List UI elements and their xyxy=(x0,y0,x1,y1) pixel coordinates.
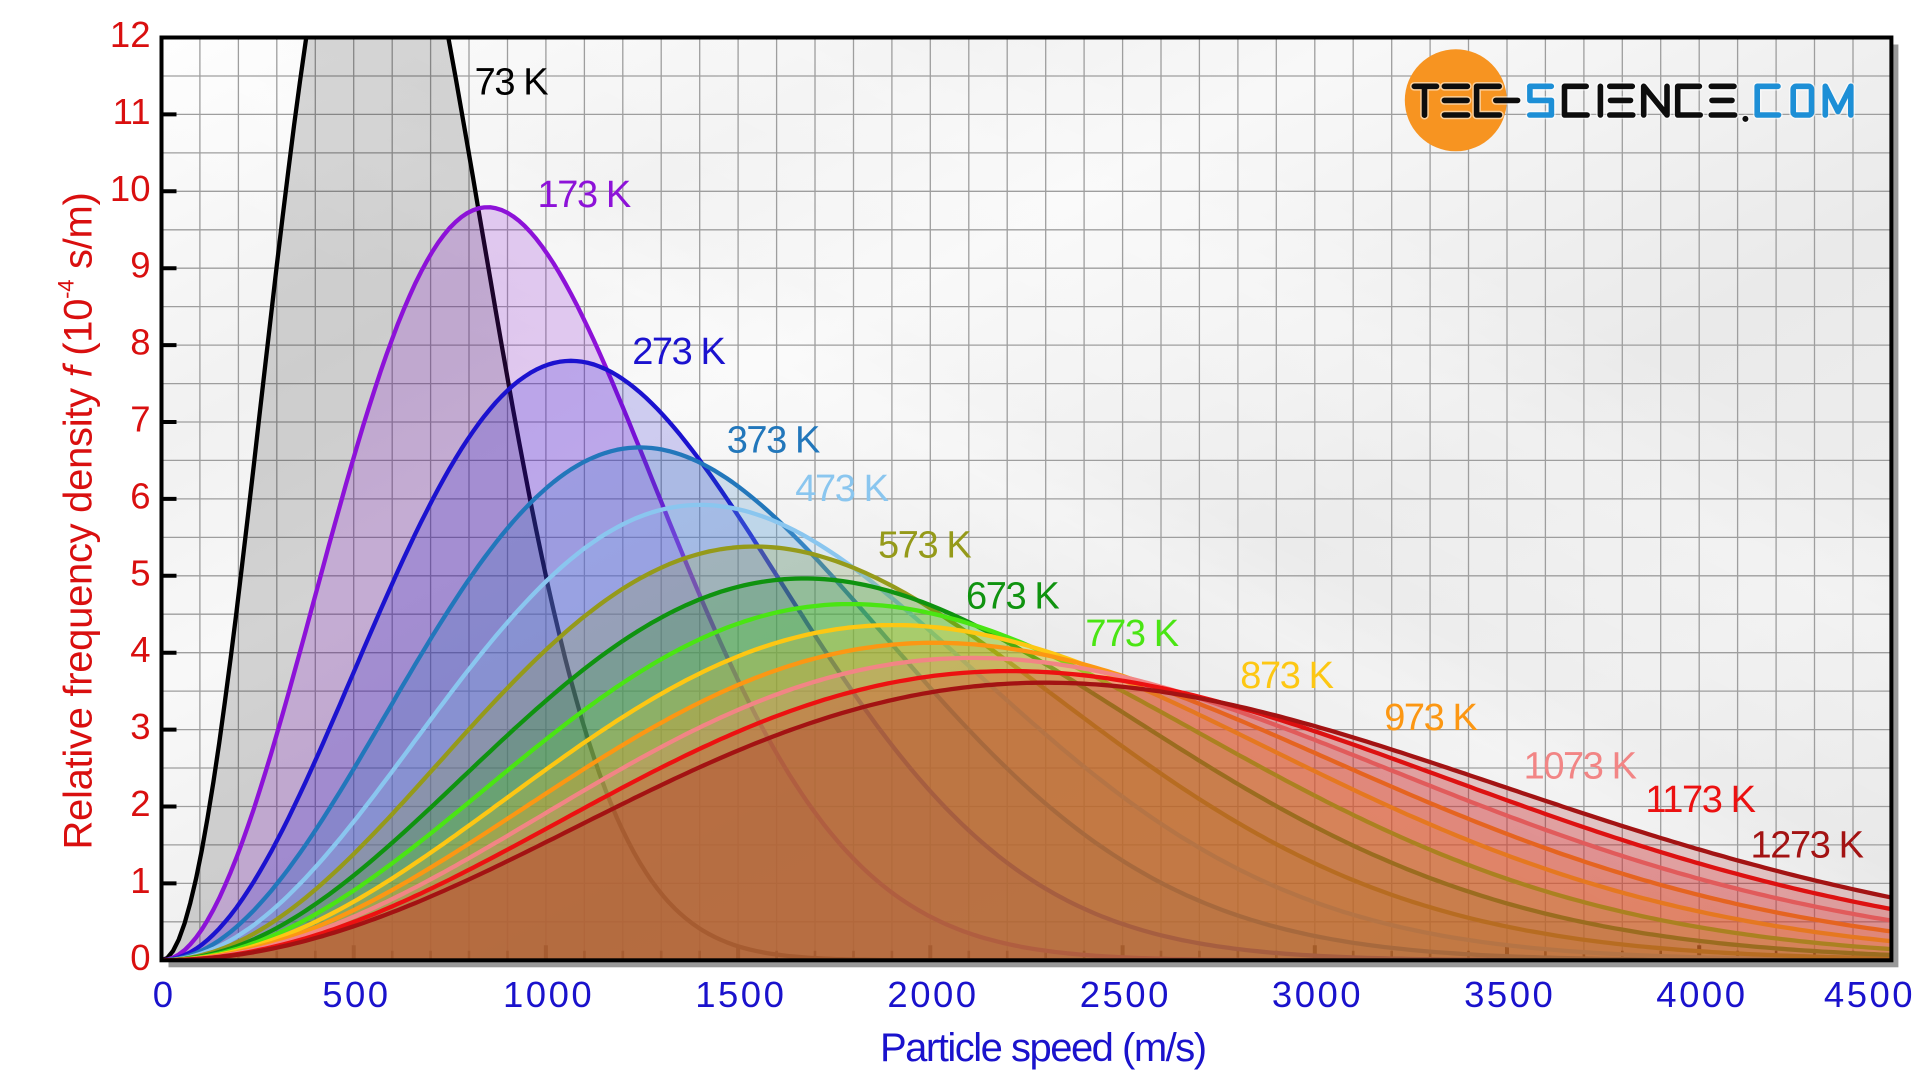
svg-text:1500: 1500 xyxy=(695,974,786,1015)
svg-text:873 K: 873 K xyxy=(1240,655,1333,697)
svg-text:373 K: 373 K xyxy=(727,420,820,462)
svg-text:0: 0 xyxy=(153,974,176,1015)
svg-text:6: 6 xyxy=(130,475,150,516)
svg-text:273 K: 273 K xyxy=(632,331,725,373)
svg-text:73 K: 73 K xyxy=(475,62,549,104)
svg-text:4500: 4500 xyxy=(1824,974,1915,1015)
svg-text:1000: 1000 xyxy=(503,974,594,1015)
svg-text:3000: 3000 xyxy=(1272,974,1363,1015)
svg-text:11: 11 xyxy=(113,91,151,132)
svg-text:3500: 3500 xyxy=(1464,974,1555,1015)
svg-text:12: 12 xyxy=(110,14,151,55)
svg-text:1073 K: 1073 K xyxy=(1524,746,1637,788)
svg-text:1273 K: 1273 K xyxy=(1751,824,1864,866)
svg-text:7: 7 xyxy=(130,399,150,440)
svg-text:473 K: 473 K xyxy=(795,468,888,510)
svg-text:3: 3 xyxy=(130,706,150,747)
svg-text:1173 K: 1173 K xyxy=(1645,779,1755,821)
svg-text:Relative frequency density f (: Relative frequency density f (10-4 s/m) xyxy=(54,192,101,849)
svg-text:4: 4 xyxy=(130,629,150,670)
svg-text:773 K: 773 K xyxy=(1085,613,1178,655)
svg-text:0: 0 xyxy=(130,937,150,978)
svg-text:573 K: 573 K xyxy=(878,525,971,567)
svg-text:10: 10 xyxy=(110,168,151,209)
svg-text:2500: 2500 xyxy=(1080,974,1171,1015)
svg-text:5: 5 xyxy=(130,552,150,593)
svg-text:673 K: 673 K xyxy=(966,576,1059,618)
svg-text:1: 1 xyxy=(130,860,150,901)
svg-text:Particle speed (m/s): Particle speed (m/s) xyxy=(880,1026,1206,1070)
svg-text:4000: 4000 xyxy=(1656,974,1747,1015)
svg-text:8: 8 xyxy=(130,322,150,363)
svg-text:500: 500 xyxy=(322,974,390,1015)
svg-text:9: 9 xyxy=(130,245,150,286)
svg-text:173 K: 173 K xyxy=(538,174,631,216)
svg-text:2: 2 xyxy=(130,783,150,824)
svg-text:973 K: 973 K xyxy=(1384,697,1477,739)
svg-text:2000: 2000 xyxy=(887,974,978,1015)
